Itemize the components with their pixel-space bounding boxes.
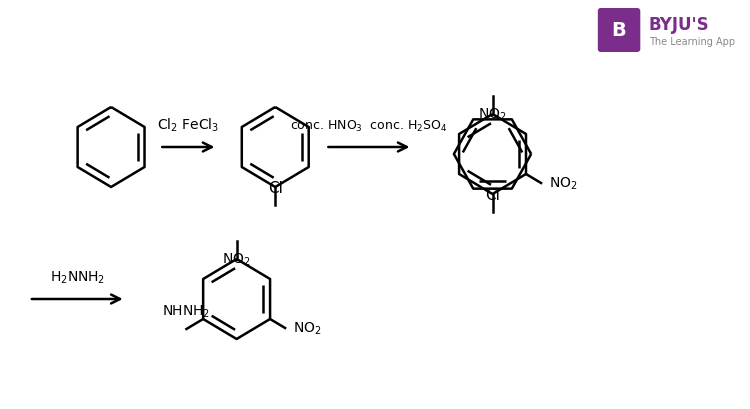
- Text: NO$_2$: NO$_2$: [222, 252, 251, 268]
- Text: NHNH$_2$: NHNH$_2$: [163, 303, 211, 319]
- Text: NO$_2$: NO$_2$: [478, 107, 507, 123]
- Text: Cl: Cl: [268, 180, 283, 196]
- Text: NO$_2$: NO$_2$: [292, 320, 322, 336]
- Text: Cl: Cl: [485, 188, 500, 202]
- Text: conc. HNO$_3$  conc. H$_2$SO$_4$: conc. HNO$_3$ conc. H$_2$SO$_4$: [290, 119, 448, 134]
- Text: B: B: [612, 21, 626, 40]
- Text: H$_2$NNH$_2$: H$_2$NNH$_2$: [50, 269, 105, 285]
- FancyBboxPatch shape: [598, 9, 640, 53]
- Text: Cl$_2$ FeCl$_3$: Cl$_2$ FeCl$_3$: [158, 116, 220, 134]
- Text: NO$_2$: NO$_2$: [549, 175, 578, 192]
- Text: The Learning App: The Learning App: [649, 37, 735, 47]
- Text: BYJU'S: BYJU'S: [649, 16, 710, 34]
